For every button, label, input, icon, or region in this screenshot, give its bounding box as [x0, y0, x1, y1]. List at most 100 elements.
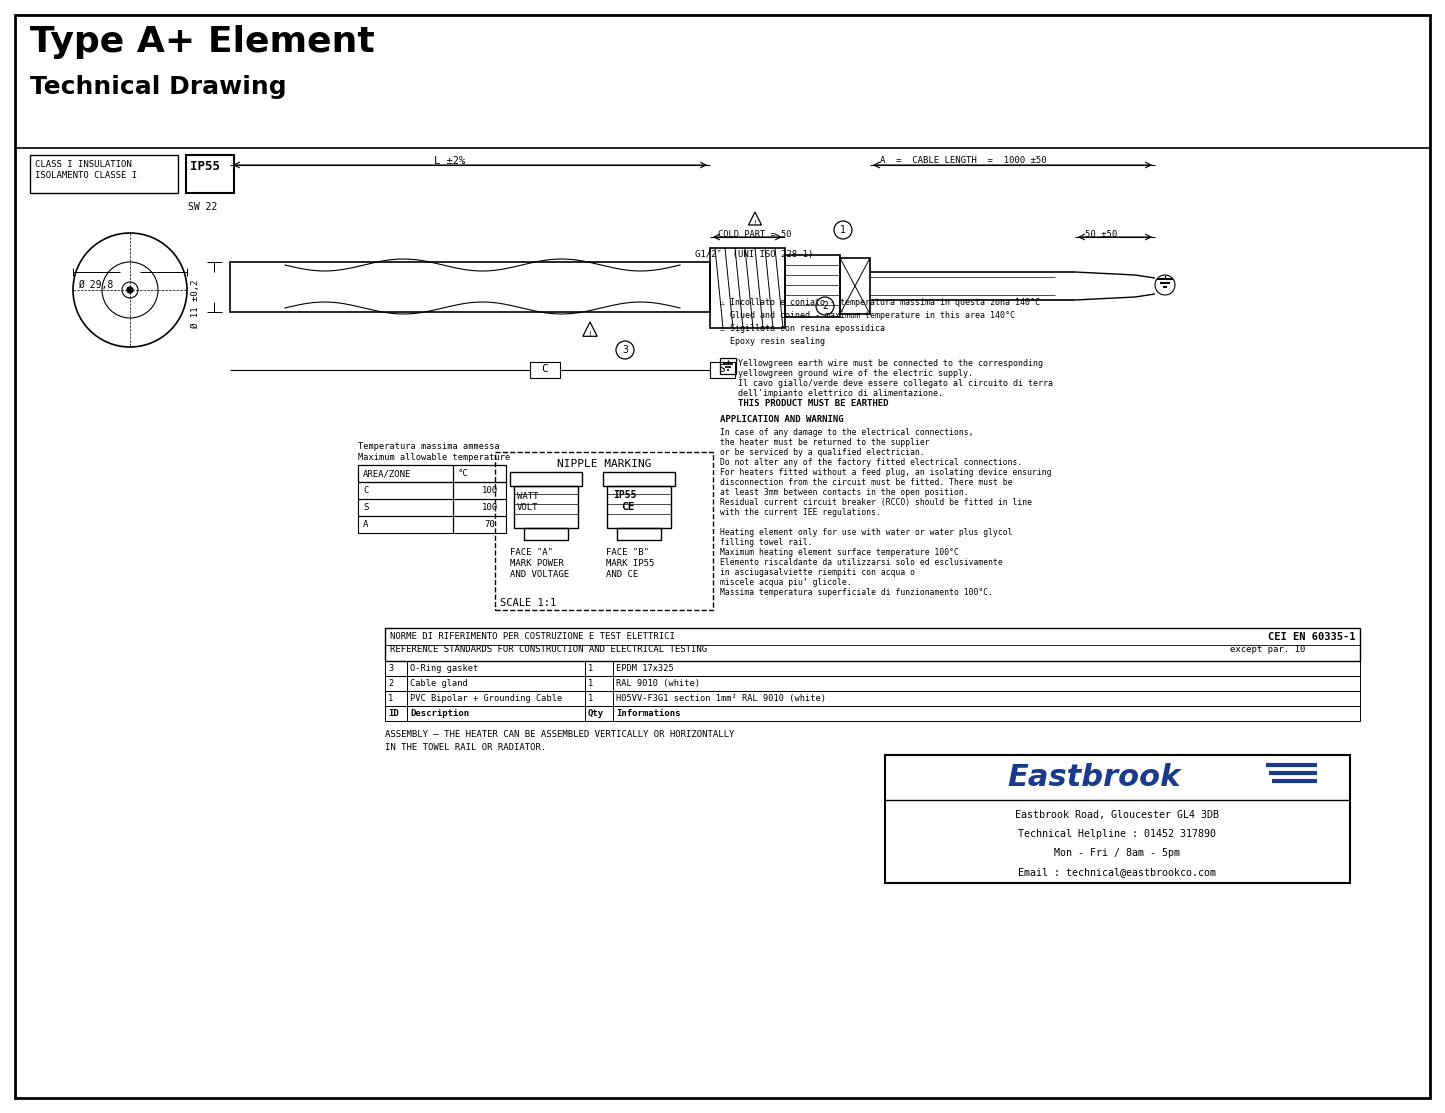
Text: REFERENCE STANDARDS FOR CONSTRUCTION AND ELECTRICAL TESTING: REFERENCE STANDARDS FOR CONSTRUCTION AND… — [390, 646, 707, 654]
Text: CE: CE — [621, 502, 634, 512]
Text: EPDM 17x325: EPDM 17x325 — [616, 664, 673, 673]
Text: 1: 1 — [840, 225, 845, 235]
Bar — [720, 358, 736, 374]
Text: disconnection from the circuit must be fitted. There must be: disconnection from the circuit must be f… — [720, 477, 1013, 487]
Text: Glued and coined - maximum temperature in this area 140°C: Glued and coined - maximum temperature i… — [720, 311, 1014, 321]
Text: filling towel rail.: filling towel rail. — [720, 538, 812, 546]
Text: 50 ±50: 50 ±50 — [1085, 230, 1117, 239]
Text: 100: 100 — [483, 486, 499, 495]
Text: Maximum allowable temperature: Maximum allowable temperature — [358, 453, 510, 462]
Text: Type A+ Element: Type A+ Element — [30, 24, 374, 59]
Text: ⚠ Incollato e coniato - temperatura massima in questa zona 140°C: ⚠ Incollato e coniato - temperatura mass… — [720, 298, 1040, 307]
Text: with the current IEE regulations.: with the current IEE regulations. — [720, 508, 881, 518]
Text: Eastbrook: Eastbrook — [1007, 762, 1181, 791]
Bar — [607, 486, 670, 528]
Text: COLD PART = 50: COLD PART = 50 — [718, 230, 792, 239]
Bar — [840, 258, 870, 314]
Bar — [496, 452, 712, 610]
Text: Cable gland: Cable gland — [410, 679, 468, 688]
Text: THIS PRODUCT MUST BE EARTHED: THIS PRODUCT MUST BE EARTHED — [738, 398, 889, 408]
Text: Il cavo giallo/verde deve essere collegato al circuito di terra: Il cavo giallo/verde deve essere collega… — [738, 380, 1053, 388]
Text: IN THE TOWEL RAIL OR RADIATOR.: IN THE TOWEL RAIL OR RADIATOR. — [384, 743, 546, 752]
Bar — [358, 482, 506, 499]
Text: at least 3mm between contacts in the open position.: at least 3mm between contacts in the ope… — [720, 487, 968, 498]
Text: AND CE: AND CE — [605, 570, 639, 579]
Bar — [230, 262, 709, 312]
Text: 3: 3 — [621, 345, 629, 355]
Text: 2: 2 — [389, 679, 393, 688]
Bar — [709, 362, 736, 378]
Text: G1/2″  (UNI ISO 228-1): G1/2″ (UNI ISO 228-1) — [695, 250, 814, 259]
Text: Heating element only for use with water or water plus glycol: Heating element only for use with water … — [720, 528, 1013, 536]
Text: Qty: Qty — [588, 709, 604, 718]
Text: IP55: IP55 — [189, 160, 220, 173]
Bar — [384, 706, 1360, 721]
Text: Elemento riscaldante da utilizzarsi solo ed esclusivamente: Elemento riscaldante da utilizzarsi solo… — [720, 558, 1003, 567]
Circle shape — [127, 287, 133, 293]
Text: Technical Drawing: Technical Drawing — [30, 75, 286, 99]
Text: or be serviced by a qualified electrician.: or be serviced by a qualified electricia… — [720, 449, 925, 457]
Text: FACE "B": FACE "B" — [605, 548, 649, 556]
Text: C: C — [542, 364, 548, 374]
Bar — [358, 499, 506, 516]
Text: Eastbrook Road, Gloucester GL4 3DB: Eastbrook Road, Gloucester GL4 3DB — [1014, 810, 1220, 820]
Text: SW 22: SW 22 — [188, 201, 217, 211]
Text: CLASS I INSULATION: CLASS I INSULATION — [35, 160, 131, 169]
Text: 1: 1 — [389, 695, 393, 703]
Bar — [514, 486, 578, 528]
Text: 70: 70 — [484, 520, 496, 529]
Text: 1: 1 — [588, 695, 594, 703]
Bar — [785, 255, 840, 317]
Text: CEI EN 60335-1: CEI EN 60335-1 — [1267, 632, 1355, 642]
Text: 100: 100 — [483, 503, 499, 512]
Text: 1: 1 — [588, 679, 594, 688]
Bar — [358, 465, 506, 482]
Text: O-Ring gasket: O-Ring gasket — [410, 664, 478, 673]
Bar — [603, 472, 675, 486]
Text: Epoxy resin sealing: Epoxy resin sealing — [720, 337, 825, 346]
Text: Informations: Informations — [616, 709, 681, 718]
Text: !: ! — [588, 331, 591, 337]
Text: In case of any damage to the electrical connections,: In case of any damage to the electrical … — [720, 429, 974, 437]
Text: miscele acqua piu’ glicole.: miscele acqua piu’ glicole. — [720, 578, 851, 587]
Text: AREA/ZONE: AREA/ZONE — [363, 469, 412, 477]
Text: MARK IP55: MARK IP55 — [605, 559, 655, 568]
Text: PVC Bipolar + Grounding Cable: PVC Bipolar + Grounding Cable — [410, 695, 562, 703]
Bar — [709, 248, 785, 328]
Text: yellowgreen ground wire of the electric supply.: yellowgreen ground wire of the electric … — [738, 370, 972, 378]
Text: For heaters fitted without a feed plug, an isolating device ensuring: For heaters fitted without a feed plug, … — [720, 467, 1052, 477]
Bar — [384, 691, 1360, 706]
Text: Technical Helpline : 01452 317890: Technical Helpline : 01452 317890 — [1017, 829, 1217, 839]
Text: Maximum heating element surface temperature 100°C: Maximum heating element surface temperat… — [720, 548, 959, 556]
Bar — [358, 516, 506, 533]
Bar — [530, 362, 561, 378]
Text: WATT: WATT — [517, 492, 539, 501]
Text: °C: °C — [458, 469, 468, 477]
Text: ASSEMBLY – THE HEATER CAN BE ASSEMBLED VERTICALLY OR HORIZONTALLY: ASSEMBLY – THE HEATER CAN BE ASSEMBLED V… — [384, 730, 734, 739]
Text: A  =  CABLE LENGTH  =  1000 ±50: A = CABLE LENGTH = 1000 ±50 — [880, 156, 1046, 165]
Text: Ø 29,8: Ø 29,8 — [78, 280, 113, 290]
Text: Residual current circuit breaker (RCCO) should be fitted in line: Residual current circuit breaker (RCCO) … — [720, 498, 1032, 508]
Text: Email : technical@eastbrookco.com: Email : technical@eastbrookco.com — [1017, 867, 1217, 877]
Text: dell'impianto elettrico di alimentazione.: dell'impianto elettrico di alimentazione… — [738, 390, 944, 398]
Bar — [186, 155, 234, 193]
Text: 3: 3 — [389, 664, 393, 673]
Text: S: S — [363, 503, 368, 512]
Text: Do not alter any of the factory fitted electrical connections.: Do not alter any of the factory fitted e… — [720, 459, 1022, 467]
Text: the heater must be returned to the supplier: the heater must be returned to the suppl… — [720, 439, 929, 447]
Text: ID: ID — [389, 709, 399, 718]
Bar — [384, 676, 1360, 691]
Text: Massima temperatura superficiale di funzionamento 100°C.: Massima temperatura superficiale di funz… — [720, 588, 993, 597]
Text: 1: 1 — [588, 664, 594, 673]
Bar — [510, 472, 582, 486]
Text: AND VOLTAGE: AND VOLTAGE — [510, 570, 569, 579]
Text: MARK POWER: MARK POWER — [510, 559, 564, 568]
Text: A: A — [363, 520, 368, 529]
Text: ⚠ Sigillata con resina epossidica: ⚠ Sigillata con resina epossidica — [720, 324, 884, 333]
Text: ISOLAMENTO CLASSE I: ISOLAMENTO CLASSE I — [35, 171, 137, 180]
Text: RAL 9010 (white): RAL 9010 (white) — [616, 679, 699, 688]
Text: FACE "A": FACE "A" — [510, 548, 553, 556]
Bar — [525, 528, 568, 540]
Text: in asciugasalviette riempiti con acqua o: in asciugasalviette riempiti con acqua o — [720, 568, 915, 577]
Text: APPLICATION AND WARNING: APPLICATION AND WARNING — [720, 415, 844, 424]
